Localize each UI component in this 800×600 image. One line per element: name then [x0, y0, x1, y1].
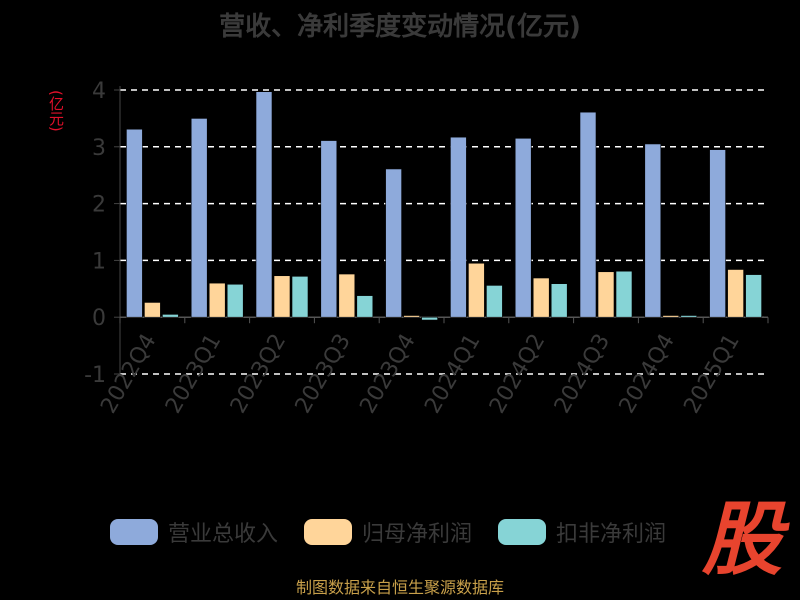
brand-logo: 股 [702, 493, 782, 586]
legend-item-deducted-profit[interactable]: 扣非净利润 [498, 516, 666, 548]
bar-revenue [255, 91, 273, 318]
bar-deducted-profit [486, 285, 503, 318]
legend: 营业总收入 归母净利润 扣非净利润 [110, 516, 666, 548]
bar-net-profit [468, 262, 485, 318]
bar-net-profit [273, 275, 291, 318]
bar-net-profit [208, 282, 226, 318]
legend-label-net-profit: 归母净利润 [362, 522, 473, 547]
legend-swatch-revenue [110, 519, 158, 545]
bar-revenue [514, 137, 532, 318]
y-tick-label: 3 [92, 136, 106, 161]
y-tick-label: 1 [92, 249, 106, 274]
y-tick-label: 2 [92, 193, 106, 218]
legend-item-revenue[interactable]: 营业总收入 [110, 516, 278, 548]
bar-revenue [190, 118, 208, 318]
x-tick-label: 2025Q1 [679, 330, 744, 418]
x-tick-label: 2022Q4 [96, 330, 161, 418]
x-tick-label: 2023Q1 [161, 330, 226, 418]
bar-revenue [126, 128, 143, 318]
bar-revenue [644, 143, 662, 318]
legend-label-revenue: 营业总收入 [168, 522, 279, 547]
bar-revenue [385, 168, 402, 318]
bar-deducted-profit [550, 283, 568, 318]
y-tick-label: 0 [92, 306, 106, 331]
legend-swatch-net-profit [304, 519, 353, 545]
y-tick-label: 4 [92, 79, 106, 104]
bar-deducted-profit [615, 270, 633, 318]
bar-net-profit [144, 302, 161, 318]
legend-label-deducted-profit: 扣非净利润 [556, 522, 667, 547]
y-axis-label: (亿元) [47, 90, 65, 132]
y-tick-label: -1 [84, 363, 106, 388]
bar-deducted-profit [291, 276, 309, 318]
bar-net-profit [403, 315, 420, 318]
bar-revenue [320, 140, 338, 318]
bar-deducted-profit [162, 314, 179, 318]
bar-net-profit [532, 277, 550, 318]
chart-title: 营收、净利季度变动情况(亿元) [219, 12, 581, 42]
bar-net-profit [338, 273, 356, 318]
bar-revenue [579, 111, 597, 318]
legend-item-net-profit[interactable]: 归母净利润 [304, 516, 472, 548]
bar-deducted-profit [421, 316, 438, 321]
bar-deducted-profit [356, 295, 374, 318]
bar-revenue [450, 136, 467, 318]
bar-net-profit [662, 315, 680, 318]
bar-deducted-profit [745, 274, 762, 318]
bar-net-profit [727, 269, 744, 318]
bar-net-profit [597, 271, 615, 318]
legend-swatch-deducted-profit [498, 519, 547, 545]
bar-deducted-profit [226, 283, 244, 318]
bar-revenue [709, 149, 726, 318]
source-note: 制图数据来自恒生聚源数据库 [295, 578, 504, 597]
bar-deducted-profit [680, 315, 698, 318]
